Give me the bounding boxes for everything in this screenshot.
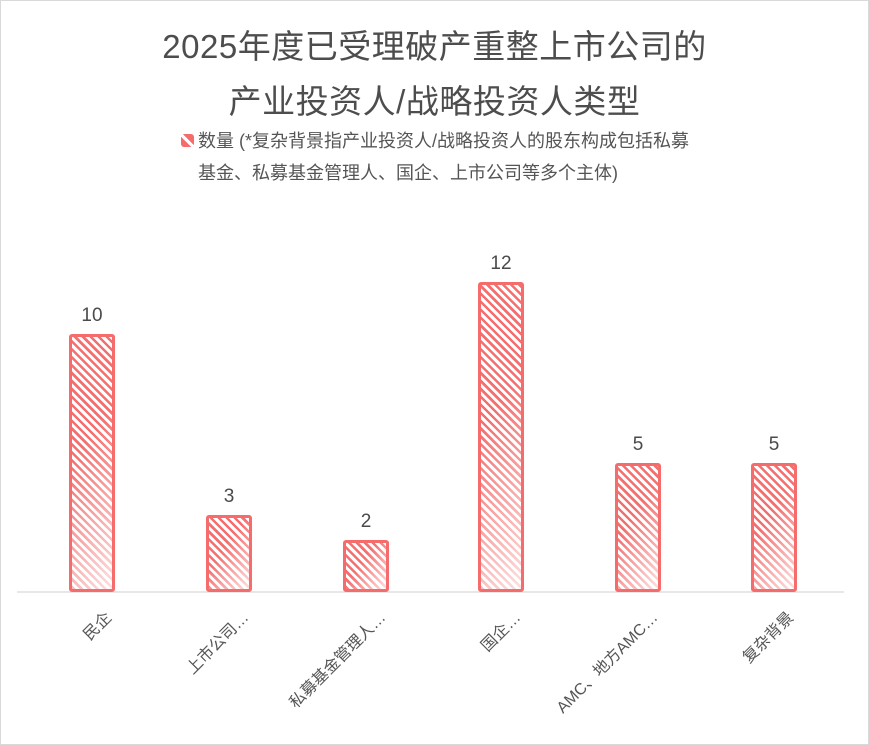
x-axis-line xyxy=(17,591,844,593)
x-axis-label: AMC、地方AMC… xyxy=(553,609,662,717)
legend-label-line1: 数量 (*复杂背景指产业投资人/战略投资人的股东构成包括私募 xyxy=(198,131,689,151)
legend-label: 数量 (*复杂背景指产业投资人/战略投资人的股东构成包括私募 基金、私募基金管理… xyxy=(198,125,689,189)
bar-3[interactable] xyxy=(343,540,389,592)
x-axis-label: 私募基金管理人… xyxy=(286,609,390,712)
bar-value-label: 2 xyxy=(360,511,372,532)
bar-value-label: 10 xyxy=(81,305,103,326)
legend-item-quantity[interactable]: 数量 (*复杂背景指产业投资人/战略投资人的股东构成包括私募 基金、私募基金管理… xyxy=(181,125,689,189)
legend-label-line2: 基金、私募基金管理人、国企、上市公司等多个主体) xyxy=(198,163,618,183)
x-axis-label: 国企… xyxy=(478,609,525,656)
x-axis-label: 复杂背景 xyxy=(739,609,798,667)
bar-value-label: 5 xyxy=(632,434,644,455)
bar-value-label: 12 xyxy=(490,253,512,274)
chart-title-line2: 产业投资人/战略投资人类型 xyxy=(228,83,641,120)
legend-hatched-square-icon xyxy=(181,134,194,147)
chart-title-line1: 2025年度已受理破产重整上市公司的 xyxy=(162,28,707,65)
x-axis-label: 上市公司… xyxy=(183,609,253,678)
x-axis-label: 民企 xyxy=(80,609,116,644)
bar-value-label: 3 xyxy=(223,486,235,507)
bar-1[interactable] xyxy=(69,334,115,592)
bar-4[interactable] xyxy=(478,282,524,592)
bar-value-label: 5 xyxy=(768,434,780,455)
bar-6[interactable] xyxy=(751,463,797,592)
bar-2[interactable] xyxy=(206,515,252,592)
bar-5[interactable] xyxy=(615,463,661,592)
